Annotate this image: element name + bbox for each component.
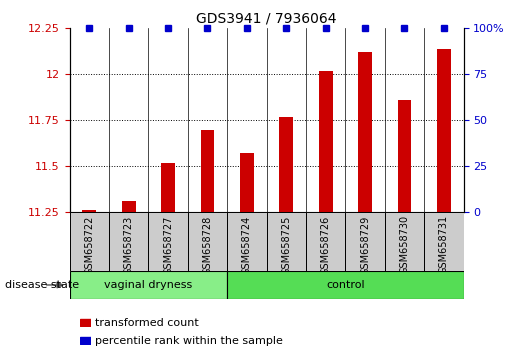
Title: GDS3941 / 7936064: GDS3941 / 7936064 bbox=[196, 12, 337, 26]
FancyBboxPatch shape bbox=[306, 212, 346, 271]
Bar bbox=[80, 337, 91, 344]
Text: vaginal dryness: vaginal dryness bbox=[104, 280, 193, 290]
Text: GSM658722: GSM658722 bbox=[84, 215, 94, 275]
Text: control: control bbox=[326, 280, 365, 290]
FancyBboxPatch shape bbox=[346, 212, 385, 271]
Bar bbox=[240, 154, 254, 212]
Bar bbox=[80, 319, 91, 326]
Text: GSM658731: GSM658731 bbox=[439, 215, 449, 274]
Text: GSM658724: GSM658724 bbox=[242, 215, 252, 275]
FancyBboxPatch shape bbox=[424, 212, 464, 271]
Text: GSM658726: GSM658726 bbox=[321, 215, 331, 275]
FancyBboxPatch shape bbox=[385, 212, 424, 271]
Text: GSM658729: GSM658729 bbox=[360, 215, 370, 275]
Text: transformed count: transformed count bbox=[95, 318, 199, 328]
FancyBboxPatch shape bbox=[267, 212, 306, 271]
FancyBboxPatch shape bbox=[148, 212, 188, 271]
Bar bbox=[200, 130, 214, 212]
FancyBboxPatch shape bbox=[70, 212, 109, 271]
Bar bbox=[358, 52, 372, 212]
Bar bbox=[161, 163, 175, 212]
Text: GSM658725: GSM658725 bbox=[281, 215, 291, 275]
FancyBboxPatch shape bbox=[70, 271, 227, 299]
Text: percentile rank within the sample: percentile rank within the sample bbox=[95, 336, 283, 346]
FancyBboxPatch shape bbox=[227, 212, 267, 271]
Bar bbox=[122, 201, 135, 212]
Bar bbox=[319, 71, 333, 212]
Bar bbox=[437, 48, 451, 212]
Text: GSM658728: GSM658728 bbox=[202, 215, 212, 275]
FancyBboxPatch shape bbox=[109, 212, 148, 271]
Text: GSM658723: GSM658723 bbox=[124, 215, 133, 275]
Bar bbox=[279, 117, 293, 212]
Text: disease state: disease state bbox=[5, 280, 79, 290]
Bar bbox=[82, 210, 96, 212]
FancyBboxPatch shape bbox=[227, 271, 464, 299]
Bar bbox=[398, 100, 411, 212]
Text: GSM658730: GSM658730 bbox=[400, 215, 409, 274]
Text: GSM658727: GSM658727 bbox=[163, 215, 173, 275]
FancyBboxPatch shape bbox=[188, 212, 227, 271]
